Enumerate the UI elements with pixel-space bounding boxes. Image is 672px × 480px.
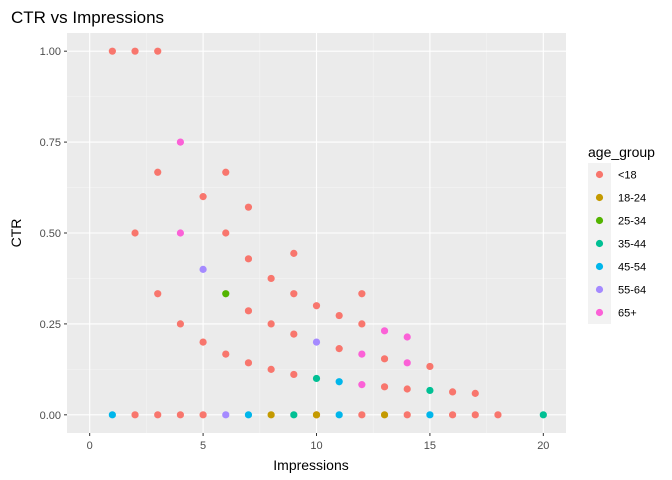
data-point: [358, 381, 366, 389]
legend-key-marker: [595, 239, 604, 248]
data-point: [312, 302, 321, 310]
y-tick-label: 0.00: [40, 410, 61, 422]
legend-label: 25-34: [618, 216, 646, 228]
y-tick-label: 0.50: [40, 228, 61, 240]
y-axis-title: CTR: [8, 219, 24, 248]
data-point: [222, 229, 230, 237]
data-point: [403, 359, 411, 367]
legend-key-marker: [595, 193, 604, 202]
legend-label: 65+: [618, 308, 637, 320]
x-tick-label: 10: [310, 440, 322, 452]
data-point: [267, 365, 275, 373]
data-point: [154, 290, 162, 298]
data-point: [380, 327, 389, 335]
data-point: [222, 411, 230, 419]
data-points: [108, 47, 547, 419]
data-point: [154, 47, 162, 55]
x-tick-label: 5: [200, 440, 206, 452]
data-point: [222, 350, 230, 358]
data-point: [448, 388, 457, 396]
data-point: [380, 411, 389, 419]
data-point: [426, 386, 434, 395]
data-point: [290, 370, 298, 379]
data-point: [108, 411, 116, 419]
legend-key-marker: [595, 216, 604, 225]
data-point: [222, 290, 230, 298]
data-point: [244, 359, 253, 367]
x-axis-title: Impressions: [273, 457, 348, 473]
legend-key-marker: [595, 285, 604, 294]
data-point: [131, 229, 139, 237]
data-point: [471, 411, 479, 419]
data-point: [244, 203, 253, 211]
data-point: [176, 411, 185, 419]
legend-key-marker: [595, 170, 604, 179]
data-point: [358, 350, 366, 358]
x-axis-ticks: 0 5 10 15 20: [87, 433, 549, 452]
data-point: [358, 411, 366, 419]
legend-label: 18-24: [618, 193, 646, 205]
data-point: [426, 411, 434, 419]
data-point: [199, 338, 207, 346]
data-point: [426, 362, 434, 371]
data-point: [403, 385, 411, 393]
data-point: [131, 47, 139, 55]
legend-label: 45-54: [618, 262, 646, 274]
legend-label: 35-44: [618, 239, 646, 251]
data-point: [176, 229, 185, 237]
data-point: [176, 138, 185, 146]
x-tick-label: 15: [424, 440, 436, 452]
data-point: [154, 411, 162, 419]
data-point: [154, 168, 162, 176]
y-axis-ticks: 0.00 0.25 0.50 0.75 1.00: [40, 46, 67, 422]
data-point: [312, 374, 321, 383]
x-tick-label: 20: [537, 440, 549, 452]
data-point: [199, 193, 207, 201]
data-point: [290, 249, 298, 257]
data-point: [267, 411, 275, 419]
data-point: [108, 47, 116, 55]
legend-key-marker: [595, 262, 604, 271]
data-point: [494, 411, 502, 419]
data-point: [335, 311, 343, 320]
legend-label: 55-64: [618, 285, 646, 297]
data-point: [290, 330, 298, 338]
data-point: [131, 411, 139, 419]
data-point: [335, 378, 343, 386]
data-point: [380, 383, 389, 391]
data-point: [199, 265, 207, 273]
data-point: [448, 411, 457, 419]
legend-title: age_group: [588, 144, 655, 160]
y-tick-label: 1.00: [40, 46, 61, 58]
y-tick-label: 0.75: [40, 137, 61, 149]
data-point: [539, 411, 547, 419]
data-point: [244, 307, 253, 315]
data-point: [244, 255, 253, 263]
chart-title: CTR vs Impressions: [11, 8, 164, 27]
data-point: [222, 168, 230, 176]
x-tick-label: 0: [87, 440, 93, 452]
legend: age_group <18 18-24 25-34 35-44 45-54 55-64 65…: [588, 144, 655, 324]
data-point: [290, 290, 298, 298]
data-point: [244, 411, 253, 419]
data-point: [471, 389, 479, 397]
data-point: [335, 411, 343, 419]
data-point: [403, 333, 411, 341]
data-point: [199, 411, 207, 419]
data-point: [380, 355, 389, 363]
data-point: [176, 320, 185, 328]
data-point: [312, 338, 321, 346]
data-point: [358, 290, 366, 298]
data-point: [290, 411, 298, 419]
data-point: [358, 320, 366, 328]
data-point: [312, 411, 321, 419]
data-point: [267, 274, 275, 283]
data-point: [267, 320, 275, 328]
y-tick-label: 0.25: [40, 319, 61, 331]
legend-label: <18: [618, 170, 637, 182]
legend-key-marker: [595, 308, 604, 317]
data-point: [403, 411, 411, 419]
data-point: [335, 345, 343, 353]
